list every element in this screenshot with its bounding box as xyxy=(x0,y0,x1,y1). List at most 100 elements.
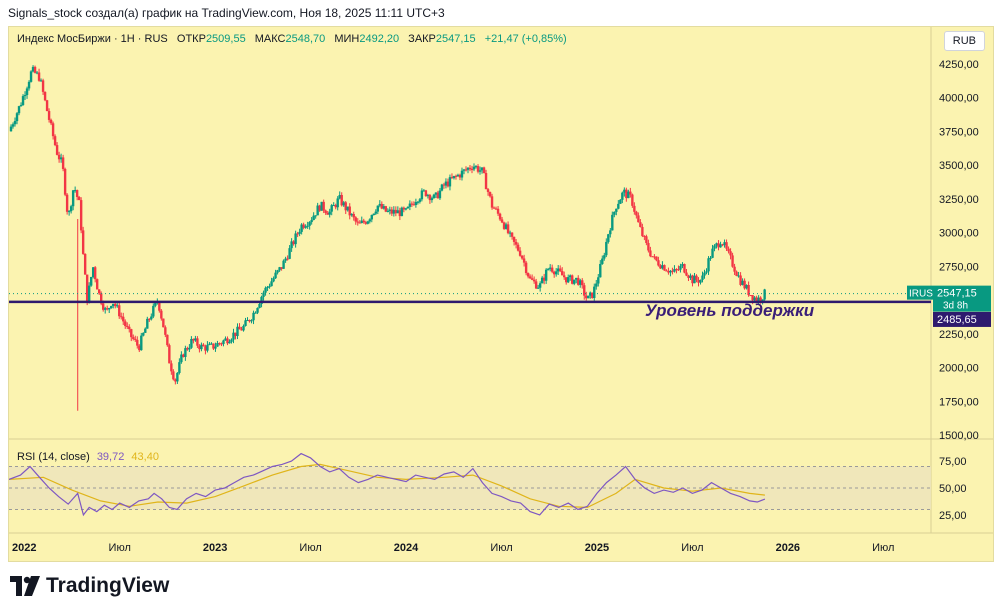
candle-body xyxy=(274,272,277,279)
candle-body xyxy=(45,100,49,112)
candle-body xyxy=(51,123,55,137)
candle-body xyxy=(91,267,95,277)
ticker-tag-text: IRUS xyxy=(909,289,933,300)
price-chart-svg[interactable]: 1500,00 1750,00 2000,00 2250,00 2750,00 3000,… xyxy=(9,27,993,561)
candle-body xyxy=(140,335,143,351)
candle-body xyxy=(751,295,754,301)
price-axis-tick-label: 4250,00 xyxy=(939,59,979,71)
candle-body xyxy=(208,343,211,345)
candle-body xyxy=(286,258,289,260)
candle-body xyxy=(530,278,534,280)
candle-body xyxy=(220,343,223,345)
candle-body xyxy=(412,204,416,206)
candle-body xyxy=(621,192,624,200)
candle-body xyxy=(112,303,115,306)
candle-body xyxy=(294,233,297,245)
candle-body xyxy=(360,220,363,223)
candle-body xyxy=(404,208,408,210)
candle-body xyxy=(214,346,217,349)
candle-body xyxy=(300,224,303,232)
candle-body xyxy=(711,248,714,258)
chart-panel[interactable]: 1500,00 1750,00 2000,00 2250,00 2750,00 3000,… xyxy=(8,26,994,562)
candle-body xyxy=(83,253,87,275)
candle-body xyxy=(260,296,263,304)
candle-body xyxy=(47,111,51,120)
candle-body xyxy=(402,207,406,210)
candle-body xyxy=(85,274,89,303)
candle-body xyxy=(362,220,365,223)
candle-body xyxy=(53,136,57,146)
candle-body xyxy=(685,272,688,276)
candle-body xyxy=(236,326,239,337)
candle-body xyxy=(561,271,564,276)
candle-body xyxy=(172,371,175,380)
candle-body xyxy=(304,226,307,228)
open-value: 2509,55 xyxy=(205,33,246,45)
candle-body xyxy=(420,190,424,200)
candle-body xyxy=(168,345,171,364)
candle-body xyxy=(65,194,69,212)
candle-body xyxy=(482,167,486,174)
symbol-label: Индекс МосБиржи · 1Н · RUS xyxy=(17,33,168,45)
candle-body xyxy=(597,277,600,284)
candle-body xyxy=(316,205,319,216)
candle-body xyxy=(114,303,117,307)
candle-body xyxy=(122,316,125,322)
candle-body xyxy=(75,190,79,198)
candle-body xyxy=(689,275,692,278)
candle-body xyxy=(348,206,351,216)
candle-body xyxy=(306,225,309,227)
candle-body xyxy=(396,210,400,214)
time-axis-tick-label: 2024 xyxy=(394,542,419,554)
candle-body xyxy=(753,297,756,301)
candle-body xyxy=(174,379,177,382)
candle-body xyxy=(69,206,73,212)
candle-body xyxy=(540,277,544,284)
candle-body xyxy=(248,320,251,322)
candle-body xyxy=(659,265,662,269)
candle-body xyxy=(677,269,680,271)
price-axis-tick-label: 2750,00 xyxy=(939,261,979,273)
candle-body xyxy=(39,80,43,82)
countdown-tag-text: 3d 8h xyxy=(943,301,968,312)
tradingview-logo[interactable]: TradingView xyxy=(10,574,169,598)
candle-body xyxy=(250,320,253,322)
candle-body xyxy=(641,226,644,236)
candle-body xyxy=(332,205,335,207)
candle-body xyxy=(142,332,145,336)
candle-body xyxy=(67,211,71,213)
candle-body xyxy=(741,280,744,285)
candle-body xyxy=(110,305,113,309)
candle-body xyxy=(342,202,345,206)
candle-body xyxy=(11,124,15,127)
candle-body xyxy=(474,166,478,168)
low-label: МИН xyxy=(334,33,360,45)
candle-body xyxy=(418,199,422,202)
rsi-axis-tick-label: 50,00 xyxy=(939,483,967,495)
candle-body xyxy=(508,232,512,234)
candle-body xyxy=(392,209,396,214)
candle-body xyxy=(476,166,480,172)
candle-body xyxy=(623,189,626,193)
candle-body xyxy=(326,213,329,215)
candle-body xyxy=(29,71,33,82)
candle-body xyxy=(723,242,726,246)
candle-body xyxy=(158,301,161,311)
candle-body xyxy=(573,279,576,284)
candle-body xyxy=(719,244,722,248)
candle-body xyxy=(152,305,155,317)
candle-body xyxy=(132,337,135,339)
candle-body xyxy=(244,320,247,326)
candle-body xyxy=(162,318,165,328)
candle-body xyxy=(17,106,21,114)
price-axis-tick-label: 1750,00 xyxy=(939,396,979,408)
candle-body xyxy=(709,257,712,259)
candle-body xyxy=(280,267,283,269)
candle-body xyxy=(374,211,377,214)
candle-body xyxy=(134,338,137,340)
currency-button[interactable]: RUB xyxy=(943,31,985,51)
candle-body xyxy=(715,243,718,246)
candle-body xyxy=(338,195,341,199)
candle-body xyxy=(567,277,570,283)
candle-body xyxy=(27,81,31,89)
